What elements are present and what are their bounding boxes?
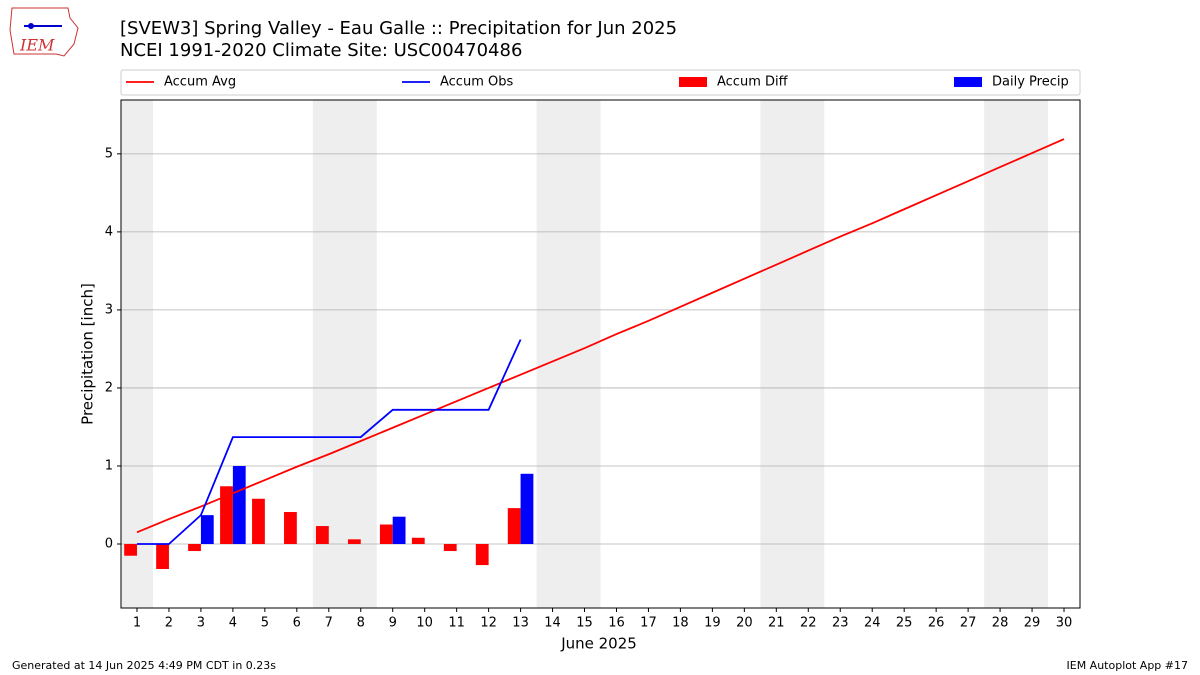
line [136,339,522,545]
legend-swatch [679,77,707,87]
bar [232,465,246,545]
x-tick-label: 6 [293,616,301,631]
x-tick-label: 18 [672,616,689,631]
x-tick-label: 30 [1056,616,1073,631]
bar [156,544,169,569]
x-tick-label: 28 [992,616,1009,631]
x-axis-label: June 2025 [560,635,637,653]
x-tick-label: 20 [736,616,753,631]
legend-label: Accum Obs [440,75,513,90]
bar [443,544,457,552]
x-tick-label: 5 [261,616,269,631]
weekend-shade [121,100,153,608]
y-tick-label: 2 [105,380,113,395]
weekend-shade [984,100,1049,608]
x-tick-label: 23 [832,616,849,631]
footer-left: Generated at 14 Jun 2025 4:49 PM CDT in … [12,659,276,672]
legend-box [120,69,1081,96]
legend-swatch [954,77,982,87]
legend-label: Daily Precip [992,75,1069,90]
legend-label: Accum Avg [164,75,236,90]
x-tick-label: 2 [165,616,173,631]
bar [284,512,297,545]
x-tick-label: 4 [229,616,237,631]
x-tick-label: 12 [480,616,497,631]
logo-text: IEM [19,36,55,55]
x-tick-label: 27 [960,616,977,631]
x-tick-label: 7 [325,616,333,631]
x-tick-label: 10 [416,616,433,631]
bar [347,539,361,545]
bar [392,516,406,545]
x-tick-label: 21 [768,616,785,631]
y-tick-label: 5 [105,146,113,161]
x-tick-label: 8 [357,616,365,631]
x-tick-label: 3 [197,616,205,631]
x-tick-label: 26 [928,616,945,631]
x-tick-label: 15 [576,616,593,631]
x-tick-label: 24 [864,616,881,631]
bar [220,486,233,545]
bar [475,544,489,566]
x-tick-label: 1 [133,616,141,631]
footer-right: IEM Autoplot App #17 [1067,659,1189,672]
bar [520,473,534,545]
logo-dot [28,23,34,29]
y-tick-label: 1 [105,458,113,473]
x-tick-label: 11 [448,616,465,631]
logo: IEM [9,7,79,57]
x-tick-label: 14 [544,616,561,631]
x-tick-label: 25 [896,616,913,631]
bar [124,544,137,556]
weekend-shade [312,100,377,608]
chart-subtitle: NCEI 1991-2020 Climate Site: USC00470486 [120,40,522,61]
logo-outline [9,7,79,57]
x-tick-label: 22 [800,616,817,631]
y-tick-label: 4 [105,224,113,239]
x-tick-label: 13 [512,616,529,631]
bar [411,537,425,545]
y-axis-label: Precipitation [inch] [79,283,97,425]
x-tick-label: 29 [1024,616,1041,631]
bar [200,515,214,545]
bar [252,498,265,545]
x-tick-label: 17 [640,616,657,631]
chart-title: [SVEW3] Spring Valley - Eau Galle :: Pre… [120,18,677,39]
x-tick-label: 19 [704,616,721,631]
line [136,138,1065,534]
x-tick-label: 16 [608,616,625,631]
y-tick-label: 0 [105,537,113,552]
plot-frame [120,99,1081,609]
x-tick-label: 9 [389,616,397,631]
bar [188,544,201,552]
legend-label: Accum Diff [717,75,789,90]
bar [507,508,521,545]
bar [379,524,393,545]
y-tick-label: 3 [105,302,113,317]
bar [315,526,329,545]
weekend-shade [760,100,825,608]
